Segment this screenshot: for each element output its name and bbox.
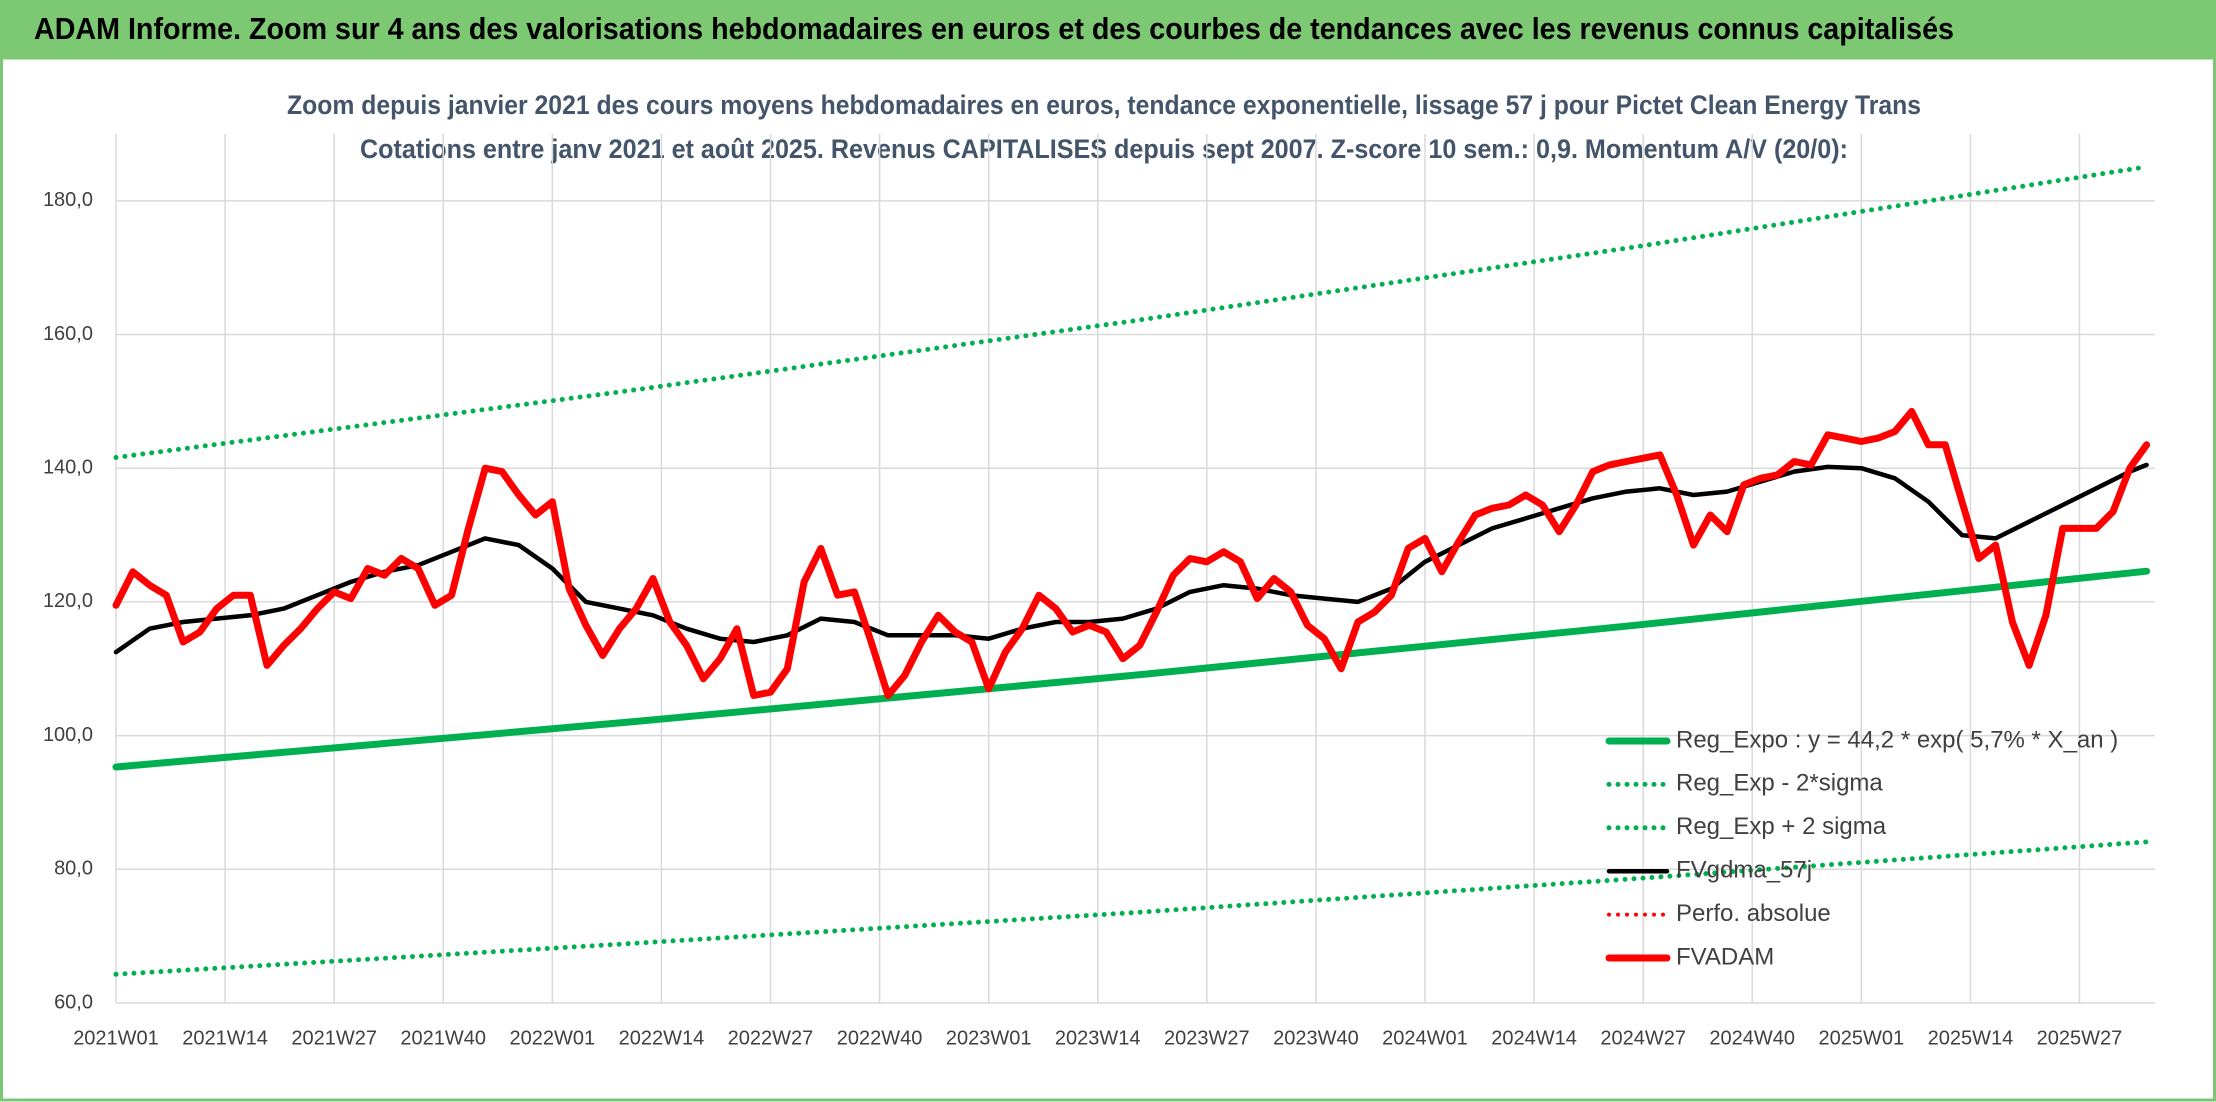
legend-label: Reg_Expo : y = 44,2 * exp( 5,7% * X_an ) xyxy=(1676,726,2118,753)
y-tick-label: 160,0 xyxy=(43,323,93,345)
series-line xyxy=(113,164,2150,460)
x-tick-label: 2021W27 xyxy=(291,1027,377,1049)
x-tick-label: 2023W27 xyxy=(1164,1027,1250,1049)
chart-title: ADAM Informe. Zoom sur 4 ans des valoris… xyxy=(34,11,1954,46)
y-tick-label: 180,0 xyxy=(43,189,93,211)
x-tick-label: 2022W14 xyxy=(619,1027,705,1049)
series-line xyxy=(113,839,2150,977)
y-tick-label: 80,0 xyxy=(54,858,93,880)
x-tick-label: 2022W01 xyxy=(510,1027,596,1049)
chart-subtitle: Zoom depuis janvier 2021 des cours moyen… xyxy=(287,90,1921,120)
y-tick-label: 140,0 xyxy=(43,457,93,479)
x-tick-label: 2025W01 xyxy=(1819,1027,1905,1049)
legend-label: FVADAM xyxy=(1676,943,1774,970)
x-tick-label: 2023W40 xyxy=(1273,1027,1359,1049)
x-tick-label: 2024W01 xyxy=(1382,1027,1468,1049)
legend-label: Reg_Exp - 2*sigma xyxy=(1676,770,1883,797)
series-line xyxy=(112,567,2151,771)
title-bar xyxy=(0,0,2216,58)
x-tick-label: 2021W40 xyxy=(400,1027,486,1049)
x-tick-label: 2024W14 xyxy=(1491,1027,1577,1049)
legend-label: Perfo. absolue xyxy=(1676,900,1831,927)
legend-label: Reg_Exp + 2 sigma xyxy=(1676,813,1887,840)
chart-subtitle: Cotations entre janv 2021 et août 2025. … xyxy=(360,134,1848,164)
x-tick-label: 2025W14 xyxy=(1928,1027,2014,1049)
x-tick-label: 2021W14 xyxy=(182,1027,268,1049)
chart-frame xyxy=(0,56,2216,1102)
y-tick-label: 100,0 xyxy=(43,724,93,746)
x-tick-label: 2022W27 xyxy=(728,1027,814,1049)
series-line xyxy=(112,407,2151,699)
legend-label: FVgdma_57j xyxy=(1676,857,1812,884)
x-tick-label: 2021W01 xyxy=(73,1027,159,1049)
x-tick-label: 2024W40 xyxy=(1709,1027,1795,1049)
x-tick-label: 2023W01 xyxy=(946,1027,1032,1049)
x-tick-label: 2025W27 xyxy=(2037,1027,2123,1049)
x-tick-label: 2022W40 xyxy=(837,1027,923,1049)
series-line xyxy=(113,462,2149,655)
x-tick-label: 2023W14 xyxy=(1055,1027,1141,1049)
x-tick-label: 2024W27 xyxy=(1600,1027,1686,1049)
y-tick-label: 120,0 xyxy=(43,590,93,612)
y-tick-label: 60,0 xyxy=(54,991,93,1013)
